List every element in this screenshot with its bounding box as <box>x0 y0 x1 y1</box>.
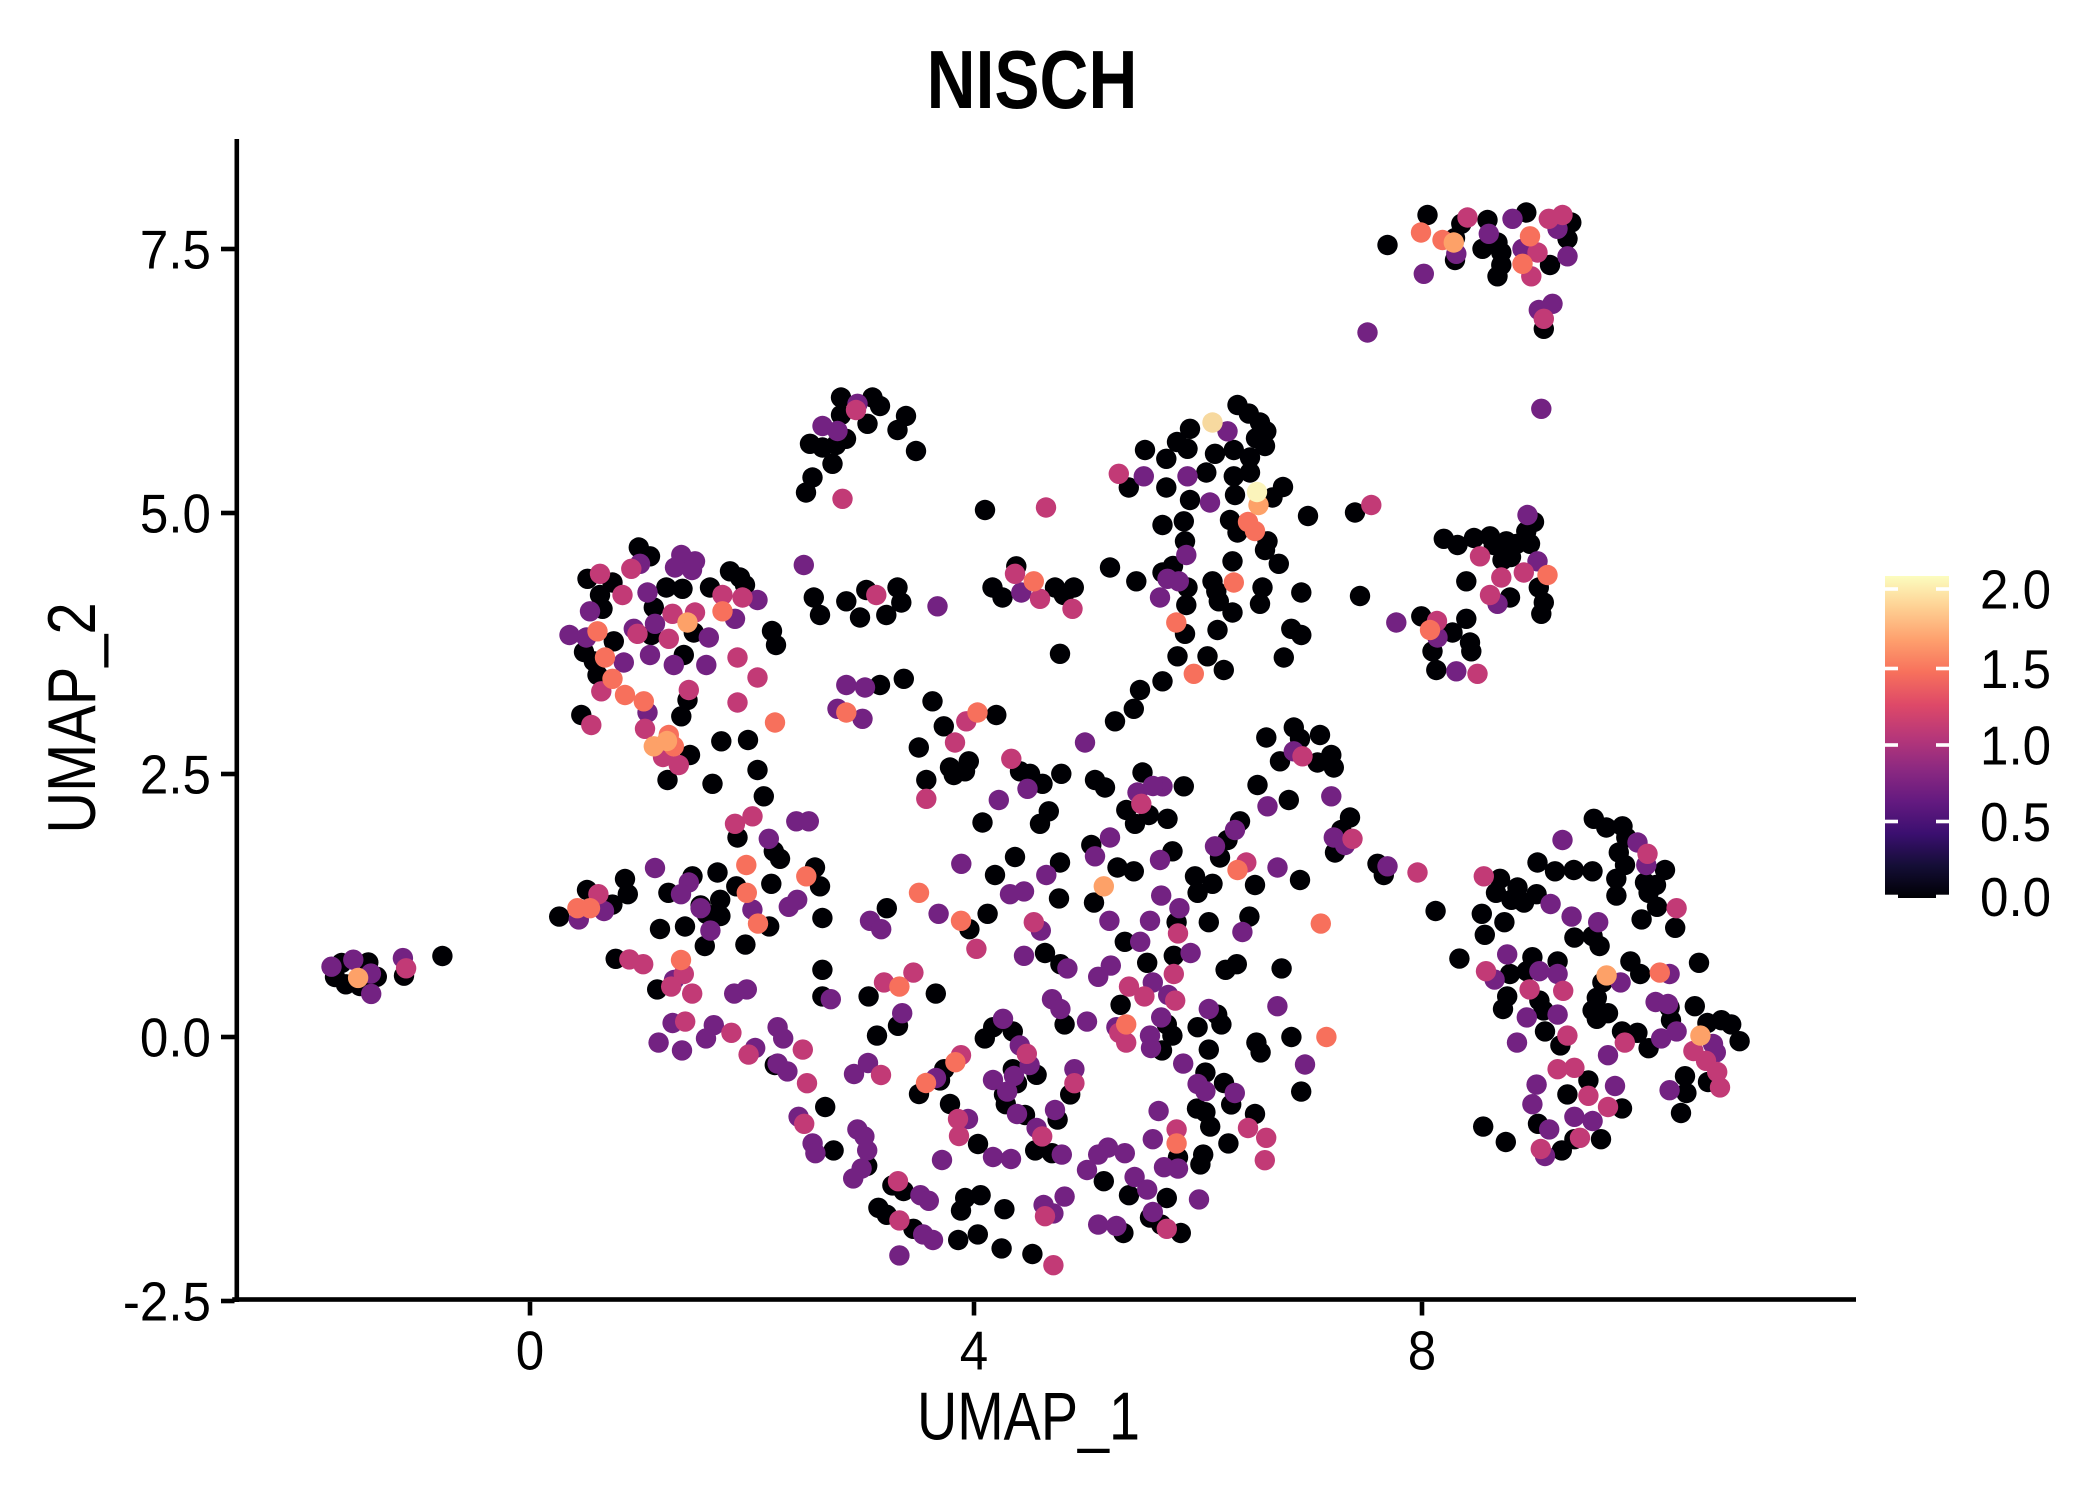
svg-text:-2.5: -2.5 <box>123 1272 211 1333</box>
svg-text:UMAP_1: UMAP_1 <box>917 1379 1140 1454</box>
svg-text:4: 4 <box>960 1321 988 1382</box>
svg-text:0.0: 0.0 <box>1980 867 2051 928</box>
svg-text:2.5: 2.5 <box>140 745 211 806</box>
svg-text:0.0: 0.0 <box>140 1008 211 1069</box>
svg-text:1.5: 1.5 <box>1980 639 2051 700</box>
svg-text:UMAP_2: UMAP_2 <box>35 602 110 833</box>
svg-text:8: 8 <box>1408 1321 1436 1382</box>
svg-text:7.5: 7.5 <box>140 220 211 281</box>
svg-text:2.0: 2.0 <box>1980 560 2051 621</box>
svg-text:1.0: 1.0 <box>1980 716 2051 777</box>
svg-text:NISCH: NISCH <box>927 33 1138 126</box>
svg-text:0.5: 0.5 <box>1980 792 2051 853</box>
svg-text:0: 0 <box>516 1321 544 1382</box>
svg-text:5.0: 5.0 <box>140 484 211 545</box>
